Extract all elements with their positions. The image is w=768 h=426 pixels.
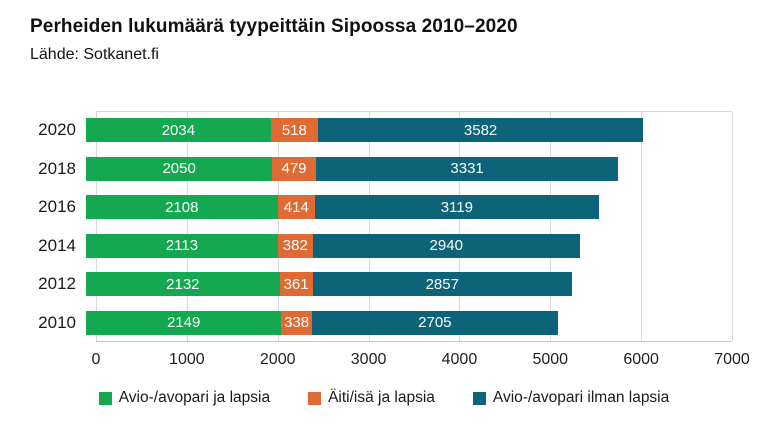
legend-item: Äiti/isä ja lapsia [308,389,435,407]
x-tick-label: 6000 [623,351,659,368]
bar-track: 2149 338 2705 [86,310,722,335]
bar-row-2018: 2018 2050 479 3331 [30,150,732,189]
bar-track: 2132 361 2857 [86,272,722,297]
bar-segment: 382 [277,233,313,258]
bar-value-label: 2705 [418,314,452,332]
gridline-0 [96,112,97,341]
bar-segment: 338 [281,310,312,335]
chart-title: Perheiden lukumäärä tyypeittäin Sipoossa… [30,16,518,37]
bar-track: 2113 382 2940 [86,233,722,258]
bar-segment: 2132 [86,272,280,297]
bar-row-2020: 2020 2034 518 3582 [30,111,732,150]
bar-segment: 361 [279,272,313,297]
x-axis: 0 1000 2000 3000 4000 5000 6000 7000 [92,351,750,371]
bar-value-label: 2857 [425,275,459,293]
bar-track: 2050 479 3331 [86,156,722,181]
bar-value-label: 479 [281,160,307,178]
bar-row-2010: 2010 2149 338 2705 [30,304,732,343]
bar-segment: 518 [270,118,318,143]
bar-segment: 2108 [86,195,278,220]
plot-area-grid [96,111,733,342]
x-tick-label: 4000 [441,351,478,368]
bar-value-label: 382 [282,237,308,255]
x-tick-label: 3000 [350,351,387,368]
bar-value-label: 2132 [166,275,200,293]
gridline-4000 [459,112,461,341]
legend-item: Avio-/avopari ja lapsia [98,389,271,407]
bar-segment: 3331 [315,156,619,181]
legend-item: Avio-/avopari ilman lapsia [472,389,670,407]
bar-value-label: 518 [281,121,307,139]
bar-row-2016: 2016 2108 414 3119 [30,188,732,227]
category-label: 2012 [38,274,76,294]
bar-value-label: 2050 [162,160,196,178]
bar-rows-container: 2020 2034 518 3582 2018 2050 479 3331 2016 2108 41… [30,111,732,342]
bar-segment: 479 [272,156,316,181]
gridline-1000 [186,112,188,341]
x-tick-label: 2000 [259,351,296,368]
bar-segment: 414 [277,195,316,220]
bar-segment: 2050 [86,156,273,181]
legend-label: Äiti/isä ja lapsia [328,389,435,406]
bar-value-label: 2940 [429,237,463,255]
legend-label: Avio-/avopari ja lapsia [118,389,271,406]
bar-segment: 2149 [86,310,282,335]
gridline-7000 [732,112,733,341]
bar-segment: 3582 [317,118,644,143]
bar-value-label: 2108 [165,198,199,216]
bar-segment: 2113 [86,233,278,258]
bar-segment: 3119 [315,195,599,220]
gridline-3000 [368,112,370,341]
gridline-2000 [277,112,279,341]
gridline-6000 [641,112,643,341]
category-label: 2018 [38,158,76,178]
bar-value-label: 338 [284,314,310,332]
category-label: 2014 [38,235,76,255]
bar-segment: 2940 [312,233,580,258]
bar-value-label: 414 [283,198,309,216]
bar-row-2012: 2012 2132 361 2857 [30,265,732,304]
x-tick-label: 1000 [169,351,205,368]
bar-value-label: 2034 [161,121,196,139]
bar-track: 2034 518 3582 [86,118,722,143]
legend-swatch-icon [98,391,112,405]
x-tick-label: 7000 [714,351,750,368]
bar-track: 2108 414 3119 [86,195,722,220]
bar-row-2014: 2014 2113 382 2940 [30,227,732,266]
legend-swatch-icon [308,391,322,405]
category-label: 2020 [38,120,76,140]
bar-value-label: 2149 [166,314,201,332]
category-label: 2010 [38,312,76,332]
x-tick-label: 5000 [532,351,569,368]
x-tick-label: 0 [91,351,101,368]
gridline-5000 [550,112,552,341]
category-label: 2016 [38,197,76,217]
legend: Avio-/avopari ja lapsia Äiti/isä ja lapsi… [0,389,768,407]
bar-value-label: 361 [283,275,309,293]
legend-label: Avio-/avopari ilman lapsia [492,389,670,406]
bar-value-label: 3331 [450,160,484,178]
bar-segment: 2034 [86,118,271,143]
bar-segment: 2857 [312,272,573,297]
legend-swatch-icon [472,391,486,405]
bar-value-label: 3119 [440,198,473,216]
bar-segment: 2705 [311,310,558,335]
bar-value-label: 2113 [165,237,199,255]
chart-source-label: Lähde: Sotkanet.fi [30,46,159,63]
bar-value-label: 3582 [463,121,498,139]
